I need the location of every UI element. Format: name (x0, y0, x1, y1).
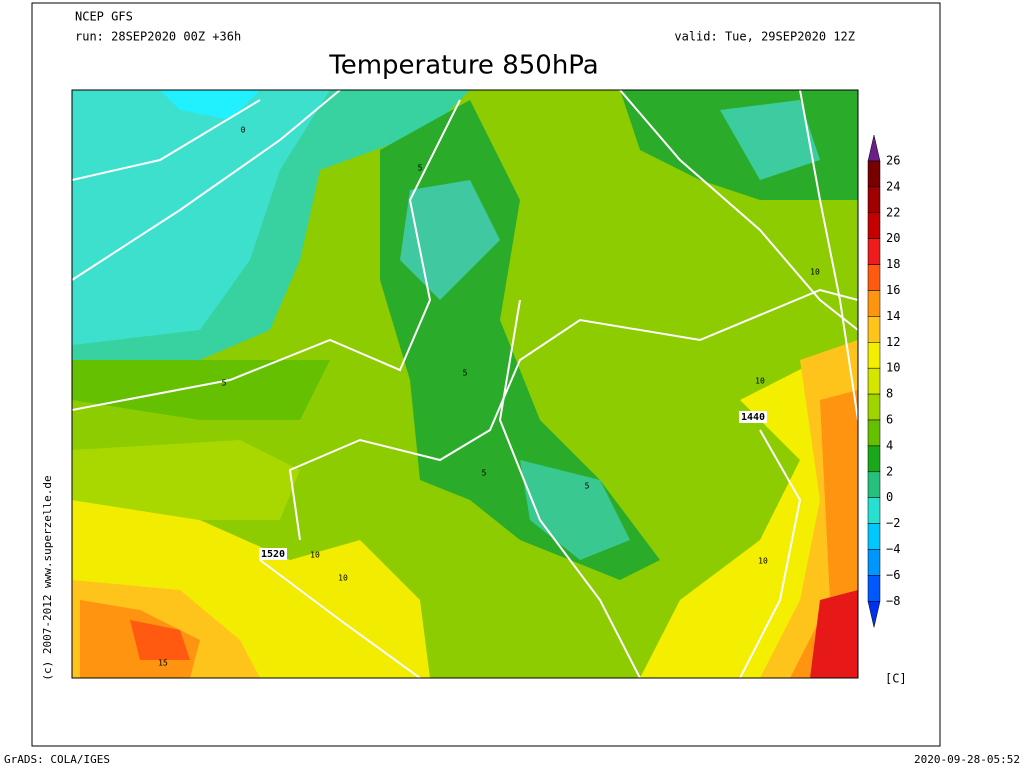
colorbar-bin (867, 342, 881, 369)
colorbar-label: 2 (886, 464, 893, 478)
colorbar-bin (867, 264, 881, 291)
colorbar-label: 18 (886, 257, 900, 271)
colorbar-bin (867, 575, 881, 602)
colorbar-label: 0 (886, 490, 893, 504)
contour-label: 5 (418, 164, 423, 173)
colorbar-bin (867, 186, 881, 214)
contour-label: 10 (810, 268, 820, 277)
colorbar-bin (867, 393, 881, 421)
footer-right: 2020-09-28-05:52 (914, 753, 1020, 766)
title: Temperature 850hPa (328, 51, 599, 81)
colorbar-label: 6 (886, 413, 893, 427)
colorbar-bin (867, 316, 881, 343)
colorbar-arrow (867, 134, 881, 162)
colorbar-label: −4 (886, 542, 900, 556)
contour-label: 10 (755, 377, 765, 386)
colorbar-label: 8 (886, 387, 893, 401)
colorbar-bin (867, 238, 881, 265)
frame (31, 2, 941, 747)
colorbar-label: −2 (886, 516, 900, 530)
credit: (c) 2007-2012 www.superzelle.de (41, 475, 54, 680)
contour-label: 10 (338, 574, 348, 583)
colorbar-bin (867, 549, 881, 576)
contour-labels: 0 5 5 5 5 5 10 10 10 10 10 15 1440 1520 (158, 126, 820, 668)
contour-label: 5 (463, 369, 468, 378)
colorbar-arrow (867, 601, 881, 628)
model: NCEP GFS (75, 10, 133, 24)
contour-label: 5 (482, 469, 487, 478)
unit: [C] (885, 672, 907, 686)
colorbar-label: −6 (886, 568, 900, 582)
map-border (71, 89, 859, 679)
valid: valid: Tue, 29SEP2020 12Z (674, 30, 855, 44)
colorbar-bin (867, 445, 881, 473)
colorbar-label: 22 (886, 205, 900, 219)
colorbar-bin (867, 367, 881, 395)
colorbar-bin (867, 419, 881, 447)
colorbar-label: 20 (886, 231, 900, 245)
colorbar-bin (867, 523, 881, 550)
contour-label: 15 (158, 659, 168, 668)
colorbar-label: 4 (886, 438, 893, 452)
contour-label: 5 (222, 379, 227, 388)
colorbar-label: 12 (886, 335, 900, 349)
colorbar-label: 16 (886, 283, 900, 297)
colorbar-label: 24 (886, 179, 900, 193)
colorbar-bin (867, 290, 881, 317)
footer-left: GrADS: COLA/IGES (4, 753, 110, 766)
colorbar-label: 10 (886, 361, 900, 375)
colorbar-bin (867, 497, 881, 524)
colorbar-label: 14 (886, 309, 900, 323)
contour-label: 5 (585, 482, 590, 491)
run: run: 28SEP2020 00Z +36h (75, 30, 241, 44)
colorbar-bin (867, 160, 881, 188)
contour-label: 1440 (741, 412, 765, 423)
map (72, 90, 858, 678)
contour-label: 1520 (261, 549, 285, 560)
contour-label: 0 (241, 126, 246, 135)
colorbar-bin (867, 212, 881, 239)
contour-label: 10 (310, 551, 320, 560)
contour-label-box (739, 411, 767, 423)
contour-label: 10 (758, 557, 768, 566)
contour-label-box (259, 548, 287, 560)
colorbar-label: 26 (886, 154, 900, 168)
colorbar-label: −8 (886, 594, 900, 608)
colorbar-bin (867, 471, 881, 498)
